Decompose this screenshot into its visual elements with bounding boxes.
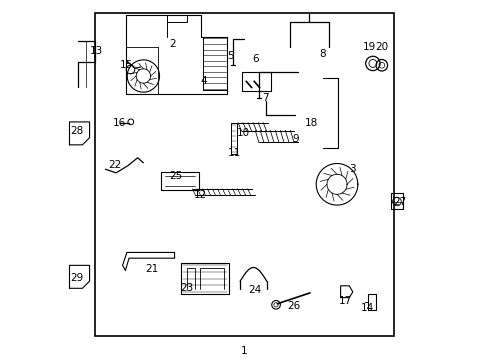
Bar: [241, 72, 270, 91]
Text: 13: 13: [90, 46, 103, 56]
Text: 5: 5: [227, 51, 234, 61]
Text: 1: 1: [241, 346, 247, 356]
Text: 25: 25: [169, 171, 182, 181]
Text: 24: 24: [247, 285, 261, 296]
Text: 15: 15: [120, 59, 133, 69]
Text: 9: 9: [291, 134, 298, 144]
Text: 7: 7: [262, 93, 268, 103]
Text: 27: 27: [392, 197, 405, 207]
Text: 12: 12: [194, 190, 207, 200]
Text: 8: 8: [319, 49, 325, 59]
Text: 26: 26: [287, 301, 300, 311]
Text: 18: 18: [305, 118, 318, 128]
Text: 3: 3: [348, 164, 355, 174]
Text: 20: 20: [374, 42, 387, 51]
Text: 16: 16: [113, 118, 126, 128]
Text: 28: 28: [70, 126, 83, 135]
Text: 14: 14: [360, 303, 373, 314]
Text: 29: 29: [70, 273, 83, 283]
Text: 6: 6: [252, 54, 259, 64]
Text: 17: 17: [338, 296, 351, 306]
Text: 23: 23: [180, 283, 193, 293]
Text: 4: 4: [200, 76, 206, 86]
Bar: [94, 13, 394, 336]
Text: 22: 22: [108, 160, 121, 170]
Text: 2: 2: [169, 39, 176, 49]
Text: 10: 10: [237, 128, 250, 138]
Text: 11: 11: [227, 148, 241, 158]
Text: 19: 19: [362, 42, 375, 51]
Text: 21: 21: [145, 264, 158, 274]
